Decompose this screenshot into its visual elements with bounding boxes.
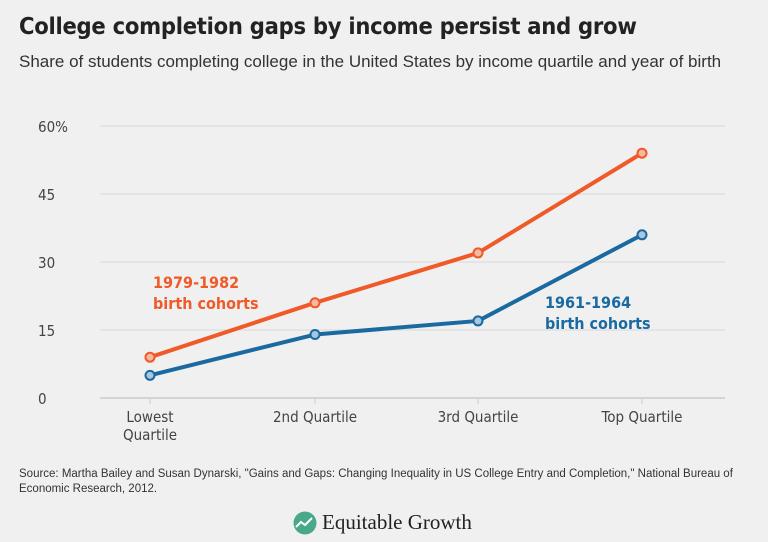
chart-title: College completion gaps by income persis… bbox=[19, 14, 637, 40]
data-point bbox=[144, 369, 156, 381]
data-point bbox=[636, 229, 648, 241]
series-label: birth cohorts bbox=[545, 314, 651, 333]
data-point bbox=[309, 329, 321, 341]
growth-logo-icon bbox=[293, 511, 317, 534]
data-point bbox=[472, 247, 484, 259]
series-line bbox=[149, 151, 644, 360]
y-tick-label: 0 bbox=[38, 390, 47, 408]
y-tick-label: 15 bbox=[38, 322, 55, 340]
data-point bbox=[144, 351, 156, 363]
x-tick-label: Lowest bbox=[126, 408, 173, 426]
x-tick-label: 2nd Quartile bbox=[273, 408, 357, 426]
x-tick-label: Quartile bbox=[123, 426, 177, 444]
data-point bbox=[472, 315, 484, 327]
logo-text: Equitable Growth bbox=[322, 510, 472, 534]
series-label: 1979-1982 bbox=[153, 273, 239, 292]
data-point bbox=[309, 297, 321, 309]
series-line bbox=[149, 233, 643, 378]
y-tick-label: 30 bbox=[38, 254, 55, 272]
x-tick-label: Top Quartile bbox=[601, 408, 683, 426]
y-tick-label: 45 bbox=[38, 186, 55, 204]
x-tick-label: 3rd Quartile bbox=[438, 408, 519, 426]
y-tick-label: 60% bbox=[38, 118, 68, 136]
series-label: birth cohorts bbox=[153, 294, 259, 313]
source-note: Source: Martha Bailey and Susan Dynarski… bbox=[19, 468, 733, 495]
series-label: 1961-1964 bbox=[545, 293, 631, 312]
data-point bbox=[636, 147, 648, 159]
equitable-growth-logo: Equitable Growth bbox=[293, 510, 472, 535]
chart-subtitle: Share of students completing college in … bbox=[19, 52, 722, 71]
